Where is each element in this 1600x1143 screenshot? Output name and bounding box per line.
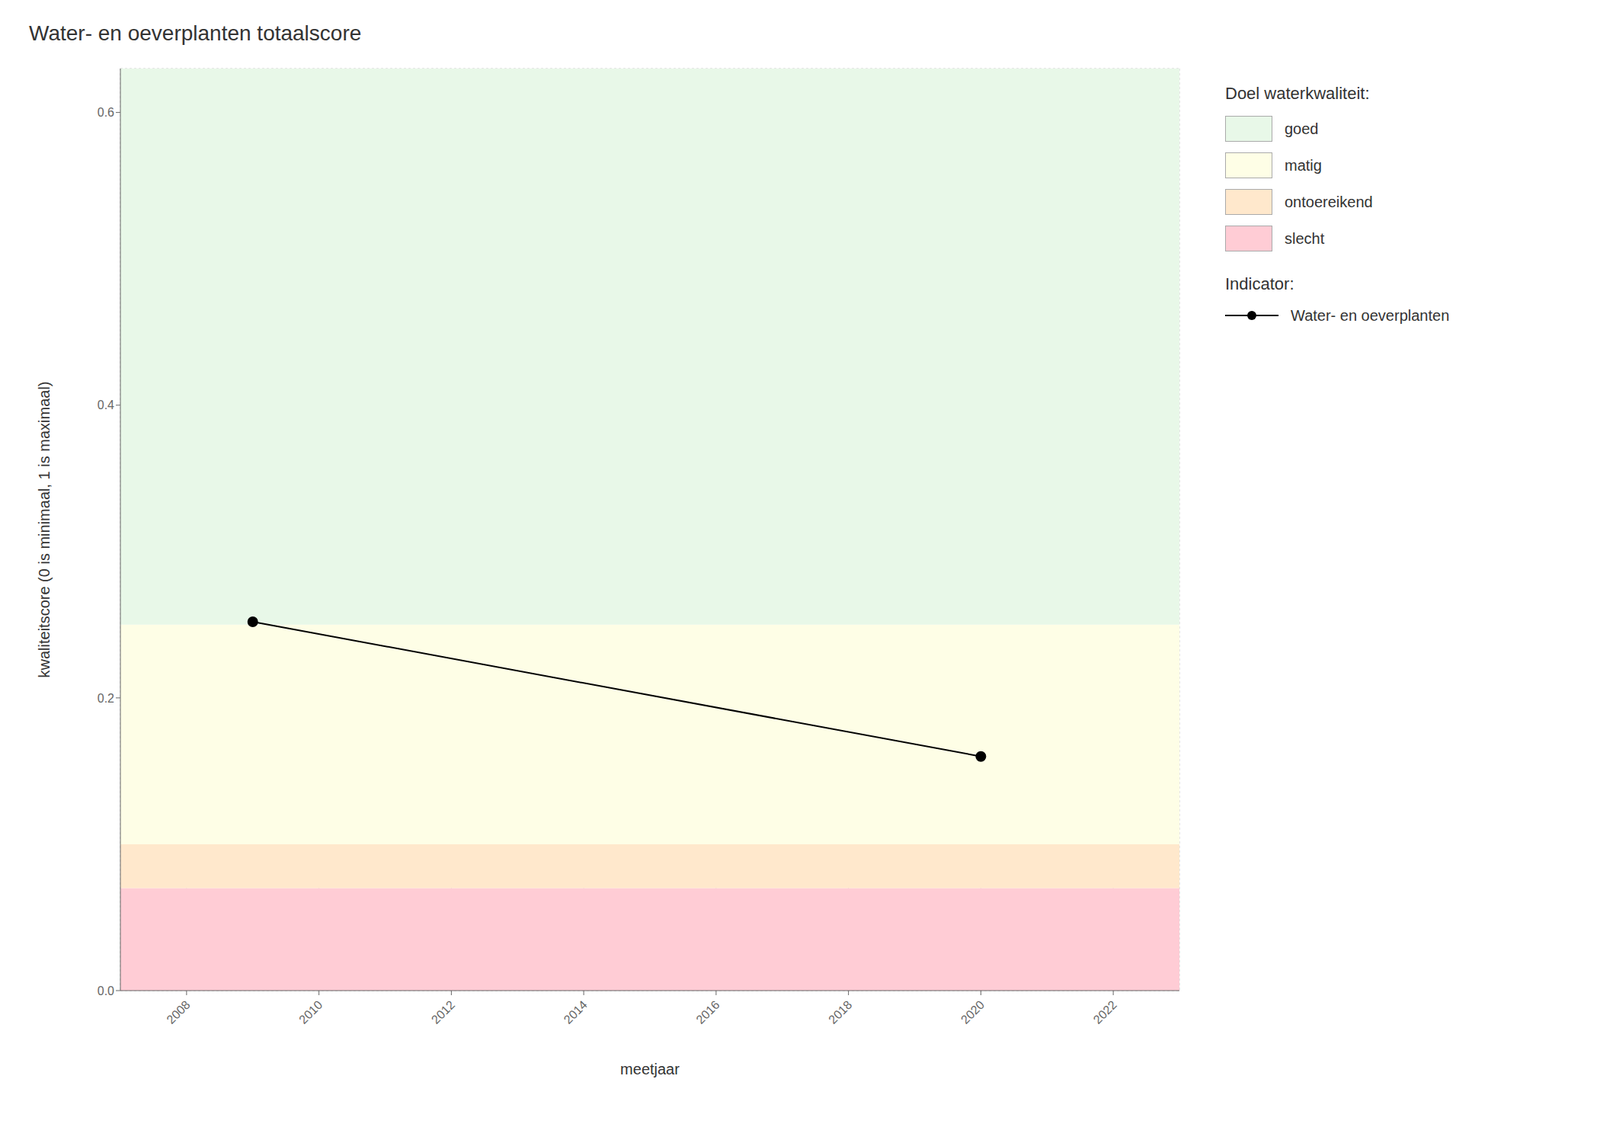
html-text:goed: goed	[1284, 120, 1319, 137]
svg-text:2016: 2016	[693, 998, 722, 1027]
html-text:Doel waterkwaliteit:: Doel waterkwaliteit:	[1225, 83, 1370, 103]
svg-text:0.2: 0.2	[97, 691, 115, 705]
svg-text:2020: 2020	[958, 998, 987, 1027]
html-text:Water- en oeverplanten: Water- en oeverplanten	[1290, 306, 1450, 324]
svg-text:2012: 2012	[428, 998, 458, 1027]
svg-text:2008: 2008	[163, 998, 192, 1027]
svg-text:0.4: 0.4	[97, 398, 115, 412]
svg-text:meetjaar: meetjaar	[620, 1060, 680, 1078]
svg-text:0.6: 0.6	[97, 105, 115, 119]
html-text:slecht: slecht	[1284, 229, 1325, 247]
html-text:ontoereikend: ontoereikend	[1284, 193, 1373, 210]
svg-text:2022: 2022	[1091, 998, 1120, 1027]
svg-text:2014: 2014	[561, 998, 590, 1027]
html-text:Water- en oeverplanten totaals: Water- en oeverplanten totaalscore	[28, 21, 362, 45]
svg-text:2010: 2010	[296, 998, 325, 1027]
html-text:matig: matig	[1284, 156, 1322, 174]
svg-text:0.0: 0.0	[97, 984, 115, 998]
svg-text:2018: 2018	[825, 998, 855, 1027]
html-text:Indicator:: Indicator:	[1225, 274, 1295, 294]
svg-text:kwaliteitscore (0 is minimaal,: kwaliteitscore (0 is minimaal, 1 is maxi…	[35, 381, 53, 679]
